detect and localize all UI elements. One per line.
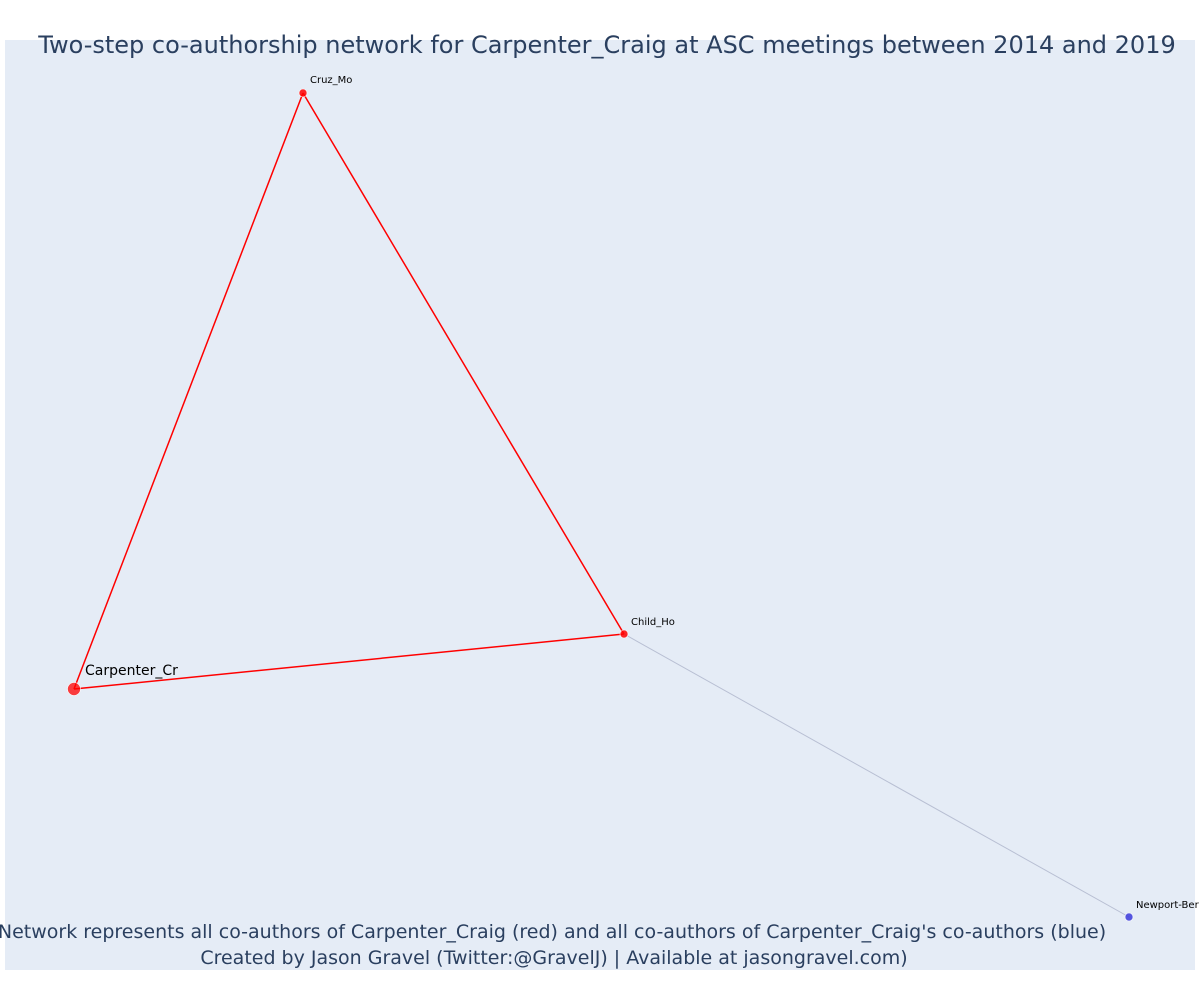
edges-layer bbox=[73, 92, 1130, 918]
node-label-cruz: Cruz_Mo bbox=[310, 75, 352, 86]
node-child[interactable] bbox=[619, 629, 629, 639]
chart-title: Two-step co-authorship network for Carpe… bbox=[37, 31, 1175, 59]
node-carpenter[interactable] bbox=[67, 682, 81, 696]
caption-line-2: Created by Jason Gravel (Twitter:@Gravel… bbox=[200, 947, 907, 969]
edge-carpenter-child bbox=[73, 633, 625, 690]
caption-line-1: Network represents all co-authors of Car… bbox=[0, 921, 1106, 943]
edge-cruz-child bbox=[302, 92, 625, 635]
node-cruz[interactable] bbox=[298, 88, 308, 98]
node-newport[interactable] bbox=[1124, 912, 1134, 922]
edge-carpenter-cruz bbox=[73, 92, 304, 690]
nodes-layer: Carpenter_Cr Cruz_Mo Child_Ho Newport-Ber bbox=[67, 75, 1200, 922]
edge-child-newport bbox=[623, 633, 1130, 918]
node-label-newport: Newport-Ber bbox=[1136, 900, 1200, 911]
plot-background bbox=[5, 40, 1195, 970]
node-label-carpenter: Carpenter_Cr bbox=[85, 663, 178, 679]
node-label-child: Child_Ho bbox=[631, 617, 675, 628]
